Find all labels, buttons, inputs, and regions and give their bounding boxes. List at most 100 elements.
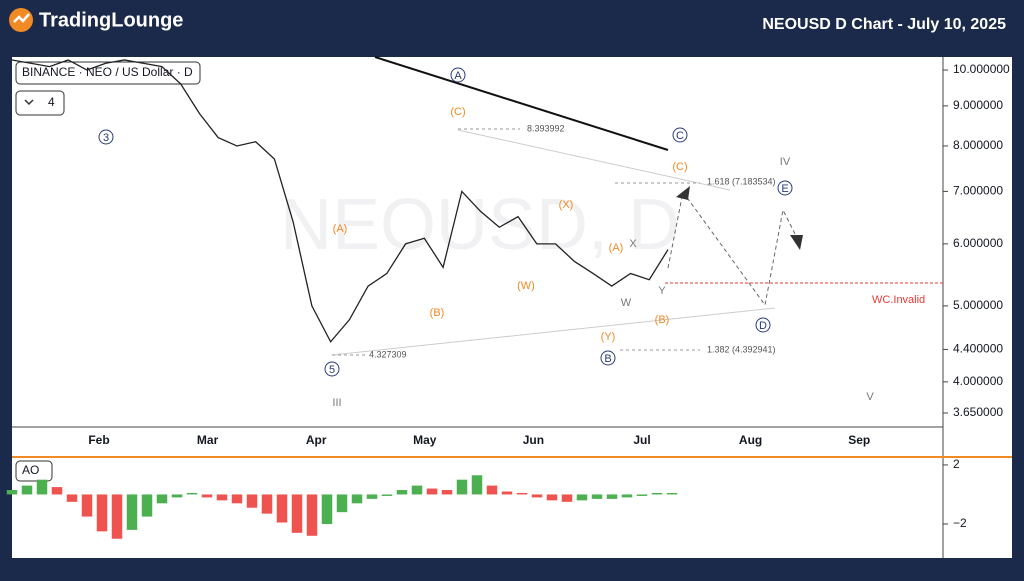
projection <box>667 191 799 307</box>
ao-bar <box>666 492 678 495</box>
ao-bar <box>351 494 363 504</box>
wave-label: 3 <box>103 132 109 144</box>
wave-label: (B) <box>430 307 445 319</box>
chart-area <box>12 57 1012 558</box>
ao-bar <box>531 494 543 498</box>
ao-bar <box>396 490 408 495</box>
y-tick-label: 4.000000 <box>953 374 1003 388</box>
wave-label: (C) <box>450 106 465 118</box>
wave-label: B <box>604 353 611 365</box>
ao-bar <box>486 485 498 495</box>
ao-bar <box>81 494 93 517</box>
ao-bar <box>216 494 228 501</box>
ao-bar <box>306 494 318 536</box>
wave-label: IV <box>780 156 791 168</box>
projection-arrows <box>676 186 803 250</box>
ao-bar <box>126 494 138 530</box>
ao-bar <box>651 492 663 495</box>
ao-bar <box>141 494 153 517</box>
ao-bar <box>111 494 123 539</box>
interval-button[interactable] <box>15 90 65 116</box>
triangle-lower <box>331 307 776 356</box>
symbol: BINANCE · NEO / US Dollar · D <box>22 65 193 79</box>
y-tick-label: 7.000000 <box>953 184 1003 198</box>
chevron <box>24 99 34 106</box>
wave-label: D <box>759 320 767 332</box>
chart-title: NEOUSD D Chart - July 10, 2025 <box>762 16 1006 33</box>
wave-circle <box>324 361 340 377</box>
ao-label: AO <box>22 463 39 477</box>
wave-circle <box>450 67 466 83</box>
ao-bar <box>471 475 483 495</box>
ao-bar <box>411 485 423 495</box>
ao-bar <box>501 491 513 495</box>
level-label: 4.327309 <box>369 349 407 359</box>
wave-label: (W) <box>517 280 535 292</box>
ao-bar <box>186 492 198 495</box>
moving-average-long <box>374 56 669 151</box>
ao-bar <box>6 490 18 495</box>
logo-mark <box>13 13 30 23</box>
ao-bar <box>591 494 603 499</box>
invalid-label: WC.Invalid <box>872 294 925 306</box>
ao-bar <box>441 490 453 495</box>
ao-bar <box>336 494 348 513</box>
symbol-box <box>15 61 201 85</box>
triangle-upper <box>457 129 731 191</box>
wave-label: V <box>866 391 874 403</box>
ao-bar <box>36 479 48 495</box>
wave-label: X <box>629 238 637 250</box>
x-tick-label: May <box>413 433 437 447</box>
ao-bar <box>171 494 183 498</box>
wave-label: C <box>676 130 684 142</box>
wave-circle <box>98 129 114 145</box>
ao-bar <box>381 494 393 496</box>
ao-bar <box>201 494 213 498</box>
ao-bar <box>561 494 573 502</box>
y-tick-label: 3.650000 <box>953 405 1003 419</box>
x-tick-label: Jun <box>523 433 544 447</box>
wave-label: (X) <box>559 199 574 211</box>
y-tick-label: 10.000000 <box>953 62 1010 76</box>
ao-bar <box>426 488 438 495</box>
wave-label: E <box>781 183 788 195</box>
level-label: 8.393992 <box>527 123 565 133</box>
wave-label: (A) <box>333 223 348 235</box>
y-tick-label: −2 <box>953 516 967 530</box>
ao-bar <box>366 494 378 499</box>
y-tick-label: 5.000000 <box>953 298 1003 312</box>
x-tick-label: Apr <box>306 433 327 447</box>
ao-bar <box>276 494 288 523</box>
wave-circle <box>755 317 771 333</box>
wave-circle <box>777 180 793 196</box>
logo: TradingLounge <box>39 9 183 31</box>
x-tick-label: Jul <box>633 433 650 447</box>
ao-bar <box>231 494 243 504</box>
ao-bar <box>606 494 618 499</box>
wave-label: W <box>621 297 632 309</box>
y-tick-label: 9.000000 <box>953 98 1003 112</box>
y-tick-label: 6.000000 <box>953 236 1003 250</box>
ao-bar <box>156 494 168 504</box>
ao-bar <box>456 479 468 495</box>
wave-label: (Y) <box>601 331 616 343</box>
price-line <box>11 59 669 343</box>
wave-circle <box>600 350 616 366</box>
ao-bar <box>516 492 528 495</box>
ao-bar <box>321 494 333 524</box>
x-tick-label: Feb <box>88 433 109 447</box>
ao-bar <box>261 494 273 514</box>
ao-bar <box>96 494 108 532</box>
ao-bar <box>546 494 558 501</box>
wave-label: (B) <box>655 314 670 326</box>
interval-count: 4 <box>48 95 55 109</box>
ao-bar <box>621 494 633 498</box>
level-label: 1.382 (4.392941) <box>707 344 776 354</box>
wave-label: (A) <box>609 242 624 254</box>
ao-bar <box>21 485 33 495</box>
ao-box <box>15 460 53 482</box>
y-tick-label: 4.400000 <box>953 342 1003 356</box>
y-tick-label: 8.000000 <box>953 138 1003 152</box>
